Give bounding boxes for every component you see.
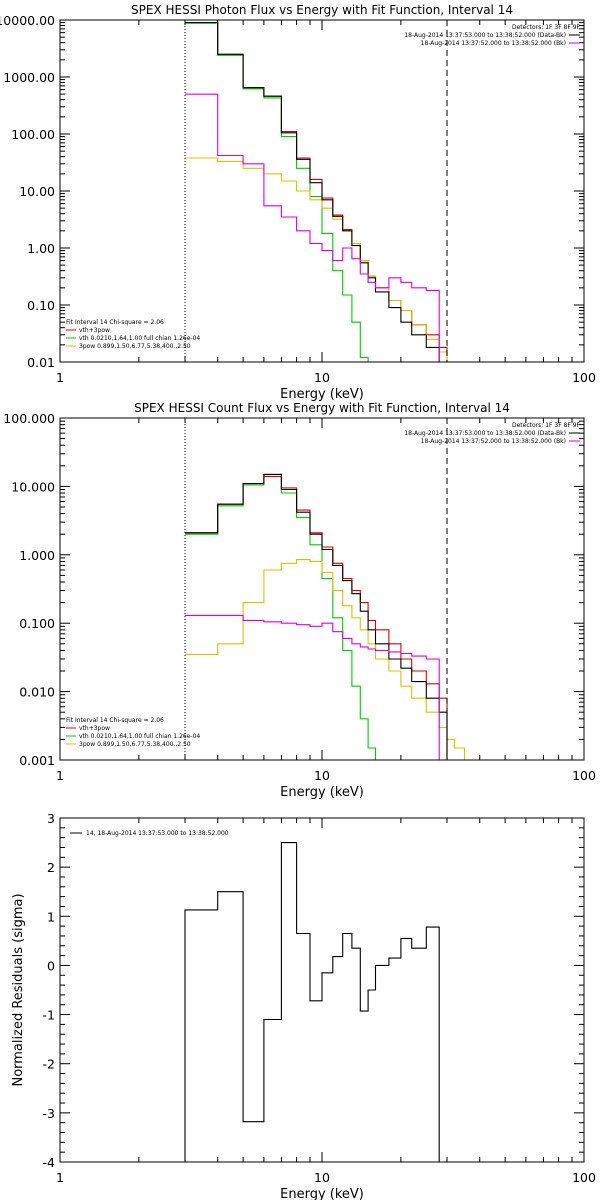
series-line-0 xyxy=(185,475,448,760)
detectors-label: Detectors: 1F 3F 8F 9F xyxy=(512,422,581,429)
y-tick-label: 3 xyxy=(47,811,55,826)
y-tick-label: 100.000 xyxy=(3,411,55,426)
y-tick-label: -4 xyxy=(43,1155,56,1170)
x-tick-label: 10 xyxy=(314,768,330,783)
chart-0: SPEX HESSI Photon Flux vs Energy with Fi… xyxy=(0,3,596,402)
x-axis-label: Energy (keV) xyxy=(280,1187,364,1200)
chart-title: SPEX HESSI Count Flux vs Energy with Fit… xyxy=(134,401,510,415)
series-layer xyxy=(184,842,440,1162)
x-tick-label: 10 xyxy=(314,370,330,385)
x-tick-label: 1 xyxy=(56,768,64,783)
y-tick-label: 10000.00 xyxy=(0,13,55,28)
y-tick-label: 0.001 xyxy=(19,753,55,768)
legend-item: vth+3pow xyxy=(79,327,110,334)
legend-header: Fit Interval 14 Chi-square = 2.06 xyxy=(66,717,164,724)
y-tick-label: 10.00 xyxy=(19,184,55,199)
x-tick-label: 10 xyxy=(314,1170,330,1185)
y-tick-label: -3 xyxy=(43,1106,55,1121)
series-line-3 xyxy=(185,22,440,362)
x-tick-label: 100 xyxy=(572,370,596,385)
y-tick-label: -2 xyxy=(43,1057,55,1072)
legend-item: vth 0.0210,1.64,1.00 full chian 1.26e-04 xyxy=(79,733,200,740)
series-line-0 xyxy=(184,842,440,1162)
y-tick-label: 0.010 xyxy=(19,685,55,700)
plot-frame xyxy=(59,19,585,363)
chart-title: SPEX HESSI Photon Flux vs Energy with Fi… xyxy=(131,3,513,17)
y-axis-label: Normalized Residuals (sigma) xyxy=(11,893,26,1086)
interval-label: 18-Aug-2014 13:37:52.000 to 13:38:52.000… xyxy=(421,438,566,445)
x-tick-label: 100 xyxy=(572,1170,596,1185)
series-layer xyxy=(185,22,465,362)
interval-label: 18-Aug-2014 13:37:53.000 to 13:38:52.000… xyxy=(404,430,566,437)
legend-item: 3pow 0.899,1.50,6.77,5.38,400.,2.50 xyxy=(79,741,191,748)
legend-item: vth 0.0210,1.64,1.00 full chian 1.26e-04 xyxy=(79,335,200,342)
y-tick-label: 1 xyxy=(47,909,55,924)
plot-frame xyxy=(59,817,585,1163)
x-tick-label: 1 xyxy=(56,370,64,385)
y-tick-label: 0.10 xyxy=(27,298,55,313)
y-tick-label: 0.100 xyxy=(19,616,55,631)
interval-label: 18-Aug-2014 13:37:52.000 to 13:38:52.000… xyxy=(421,40,566,47)
y-tick-label: 1000.00 xyxy=(3,70,55,85)
interval-label: 18-Aug-2014 13:37:53.000 to 13:38:52.000… xyxy=(404,32,566,39)
y-tick-label: 1.000 xyxy=(19,548,55,563)
detectors-label: Detectors: 1F 3F 8F 9F xyxy=(512,24,581,31)
chart-1: SPEX HESSI Count Flux vs Energy with Fit… xyxy=(3,401,596,800)
y-tick-label: 2 xyxy=(47,860,55,875)
plot-frame xyxy=(59,417,585,761)
legend-item: 14, 18-Aug-2014 13:37:53.000 to 13:38:52… xyxy=(86,830,229,837)
series-line-3 xyxy=(185,473,448,760)
y-tick-label: 0.01 xyxy=(27,355,55,370)
y-tick-label: 100.00 xyxy=(11,127,55,142)
y-tick-label: 1.00 xyxy=(27,241,55,256)
legend-item: 3pow 0.899,1.50,6.77,5.38,400.,2.50 xyxy=(79,343,191,350)
x-tick-label: 100 xyxy=(572,768,596,783)
series-line-4 xyxy=(185,93,440,362)
legend-header: Fit Interval 14 Chi-square = 2.06 xyxy=(66,319,164,326)
y-tick-label: -1 xyxy=(43,1008,55,1023)
x-axis-label: Energy (keV) xyxy=(280,387,364,402)
series-layer xyxy=(185,473,474,760)
y-tick-label: 10.000 xyxy=(11,479,55,494)
chart-2: Energy (keV) Normalized Residuals (sigma)… xyxy=(11,811,596,1202)
y-tick-label: 0 xyxy=(47,958,55,973)
series-line-4 xyxy=(185,614,440,760)
x-tick-label: 1 xyxy=(56,1170,64,1185)
legend-item: vth+3pow xyxy=(79,725,110,732)
x-axis-label: Energy (keV) xyxy=(280,785,364,800)
